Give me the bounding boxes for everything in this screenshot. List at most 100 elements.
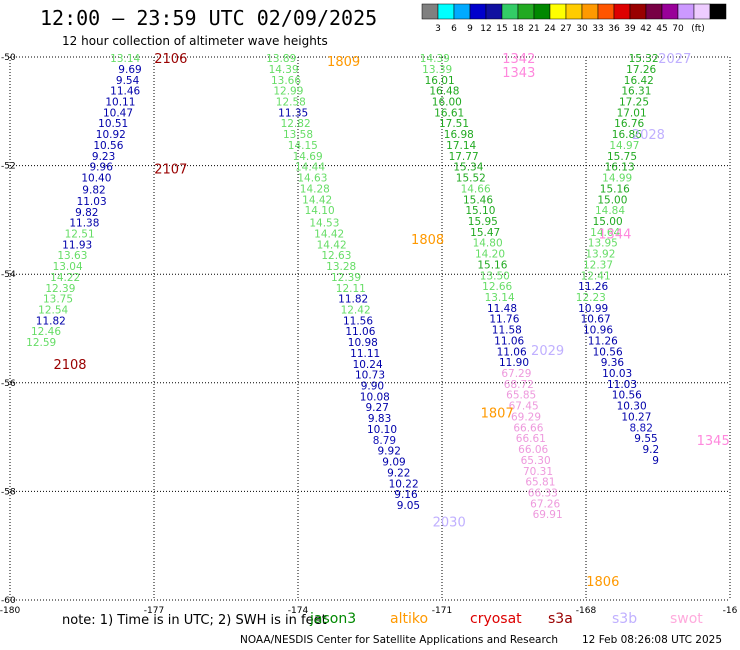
- wave-height-label-swot: 15.46: [463, 194, 493, 206]
- colorbar-label: 36: [608, 24, 620, 34]
- wave-height-label-altiko: 11.11: [350, 348, 380, 360]
- wave-height-label-cryosat: 9.23: [92, 151, 115, 163]
- colorbar-label: 24: [544, 24, 556, 34]
- pass-time-label: 2106: [154, 52, 187, 67]
- wave-height-label-altiko: 14.63: [297, 173, 327, 185]
- footer-credit: NOAA/NESDIS Center for Satellite Applica…: [240, 634, 558, 646]
- pass-time-label: 2027: [658, 52, 691, 67]
- x-tick-label: -171: [432, 606, 452, 616]
- wave-height-label-s3b: 10.03: [602, 368, 632, 380]
- wave-height-label-cryosat: 11.03: [77, 196, 107, 208]
- wave-height-label-s3b: 12.41: [581, 270, 611, 282]
- colorbar-label: 21: [528, 24, 539, 34]
- wave-height-label-cryosat: 10.92: [96, 129, 126, 141]
- wave-height-label-swot: 65.30: [521, 455, 551, 467]
- wave-height-label-swot: 69.29: [511, 411, 541, 423]
- wave-height-label-s3b: 9.36: [601, 357, 625, 369]
- wave-height-label-cryosat: 13.14: [110, 53, 140, 65]
- wave-height-label-swot: 66.61: [516, 433, 546, 445]
- wave-height-label-swot: 11.58: [492, 325, 522, 337]
- wave-height-label-altiko: 9.27: [366, 402, 389, 414]
- wave-height-label-altiko: 9.05: [397, 500, 420, 512]
- pass-time-label: 1808: [411, 233, 444, 248]
- wave-height-label-cryosat: 10.40: [81, 173, 111, 185]
- colorbar-label: 39: [624, 24, 636, 34]
- wave-height-label-cryosat: 10.56: [93, 140, 123, 152]
- wave-height-label-s3b: 16.13: [605, 162, 635, 174]
- wave-height-label-swot: 17.77: [449, 151, 479, 163]
- legend-swot: swot: [670, 611, 703, 627]
- wave-height-label-swot: 16.48: [429, 86, 459, 98]
- wave-height-label-s3b: 14.99: [602, 173, 632, 185]
- wave-height-label-s3b: 15.00: [593, 216, 623, 228]
- wave-height-label-s3b: 9.2: [642, 444, 659, 456]
- wave-height-label-s3b: 9.55: [634, 433, 657, 445]
- pass-time-label: 2030: [433, 515, 466, 530]
- wave-height-label-swot: 16.00: [432, 97, 462, 109]
- wave-height-label-altiko: 11.06: [345, 326, 375, 338]
- wave-height-label-swot: 66.66: [513, 422, 543, 434]
- wave-height-label-altiko: 9.22: [387, 467, 410, 479]
- colorbar: 3 6 9 12 15 18 21 24 27 30 33 36 39 42 45 70 (ft): [421, 3, 727, 34]
- wave-height-label-swot: 68.72: [504, 379, 534, 391]
- colorbar-label: 6: [451, 24, 457, 34]
- wave-height-label-cryosat: 9.54: [116, 75, 140, 87]
- wave-height-label-s3b: 10.67: [581, 314, 611, 326]
- pass-time-label: 1809: [327, 55, 360, 70]
- wave-height-label-altiko: 14.42: [317, 239, 347, 251]
- wave-height-label-s3b: 10.30: [617, 401, 647, 413]
- y-tick-label: -58: [1, 487, 16, 497]
- legend-altiko: altiko: [390, 611, 429, 627]
- wave-height-label-swot: 11.76: [489, 314, 519, 326]
- wave-height-label-cryosat: 13.04: [53, 261, 83, 273]
- page-subtitle: 12 hour collection of altimeter wave hei…: [62, 34, 328, 48]
- wave-height-label-s3b: 14.64: [590, 227, 620, 239]
- wave-height-label-altiko: 14.42: [302, 194, 332, 206]
- wave-height-label-altiko: 9.83: [368, 413, 391, 425]
- pass-time-label: 1344: [598, 227, 631, 242]
- wave-height-label-altiko: 12.82: [281, 118, 311, 130]
- colorbar-unit: (ft): [691, 24, 705, 34]
- wave-height-label-swot: 65.81: [525, 477, 555, 489]
- wave-height-label-swot: 67.26: [530, 498, 560, 510]
- x-tick-label: -168: [576, 606, 597, 616]
- wave-height-label-altiko: 10.98: [348, 337, 378, 349]
- wave-height-label-s3b: 8.82: [630, 422, 653, 434]
- wave-height-label-swot: 13.14: [485, 292, 515, 304]
- x-tick-label: -16: [723, 606, 738, 616]
- wave-height-label-swot: 14.80: [473, 238, 503, 250]
- wave-height-label-altiko: 9.16: [394, 489, 418, 501]
- wave-height-label-cryosat: 11.82: [36, 315, 66, 327]
- pass-time-label: 2028: [632, 128, 665, 143]
- wave-height-label-cryosat: 10.51: [98, 118, 128, 130]
- wave-height-label-s3b: 14.97: [609, 140, 639, 152]
- colorbar-label: 18: [512, 24, 524, 34]
- colorbar-label: 42: [640, 24, 651, 34]
- wave-height-label-s3b: 11.26: [578, 281, 608, 293]
- wave-height-label-s3b: 17.26: [626, 64, 656, 76]
- wave-height-label-altiko: 9.09: [382, 457, 405, 469]
- legend-cryosat: cryosat: [470, 611, 522, 627]
- pass-time-label: 1806: [586, 575, 619, 590]
- wave-height-label-s3b: 10.96: [583, 325, 613, 337]
- colorbar-label: 15: [496, 24, 507, 34]
- wave-height-label-s3b: 12.37: [583, 259, 613, 271]
- wave-height-label-altiko: 12.39: [331, 272, 361, 284]
- wave-height-label-altiko: 14.53: [309, 218, 339, 230]
- wave-height-label-swot: 13.39: [422, 64, 452, 76]
- wave-height-label-altiko: 13.66: [271, 75, 301, 87]
- wave-height-label-swot: 11.06: [494, 335, 524, 347]
- plot-area: -50 -52 -54 -56 -58 -60-180 -177 -174 -171 -168 -1…: [0, 52, 738, 616]
- wave-height-label-cryosat: 12.51: [65, 228, 95, 240]
- wave-height-label-s3b: 17.01: [617, 107, 647, 119]
- pass-time-label: 1342: [502, 52, 535, 67]
- y-tick-label: -52: [1, 162, 16, 172]
- wave-height-label-s3b: 9: [652, 455, 659, 467]
- wave-height-label-altiko: 12.63: [321, 250, 351, 262]
- pass-time-label: 1343: [502, 66, 535, 81]
- y-tick-label: -54: [1, 270, 16, 280]
- wave-height-label-altiko: 14.10: [305, 205, 335, 217]
- wave-height-label-swot: 12.66: [482, 281, 512, 293]
- wave-height-label-swot: 16.01: [425, 75, 455, 87]
